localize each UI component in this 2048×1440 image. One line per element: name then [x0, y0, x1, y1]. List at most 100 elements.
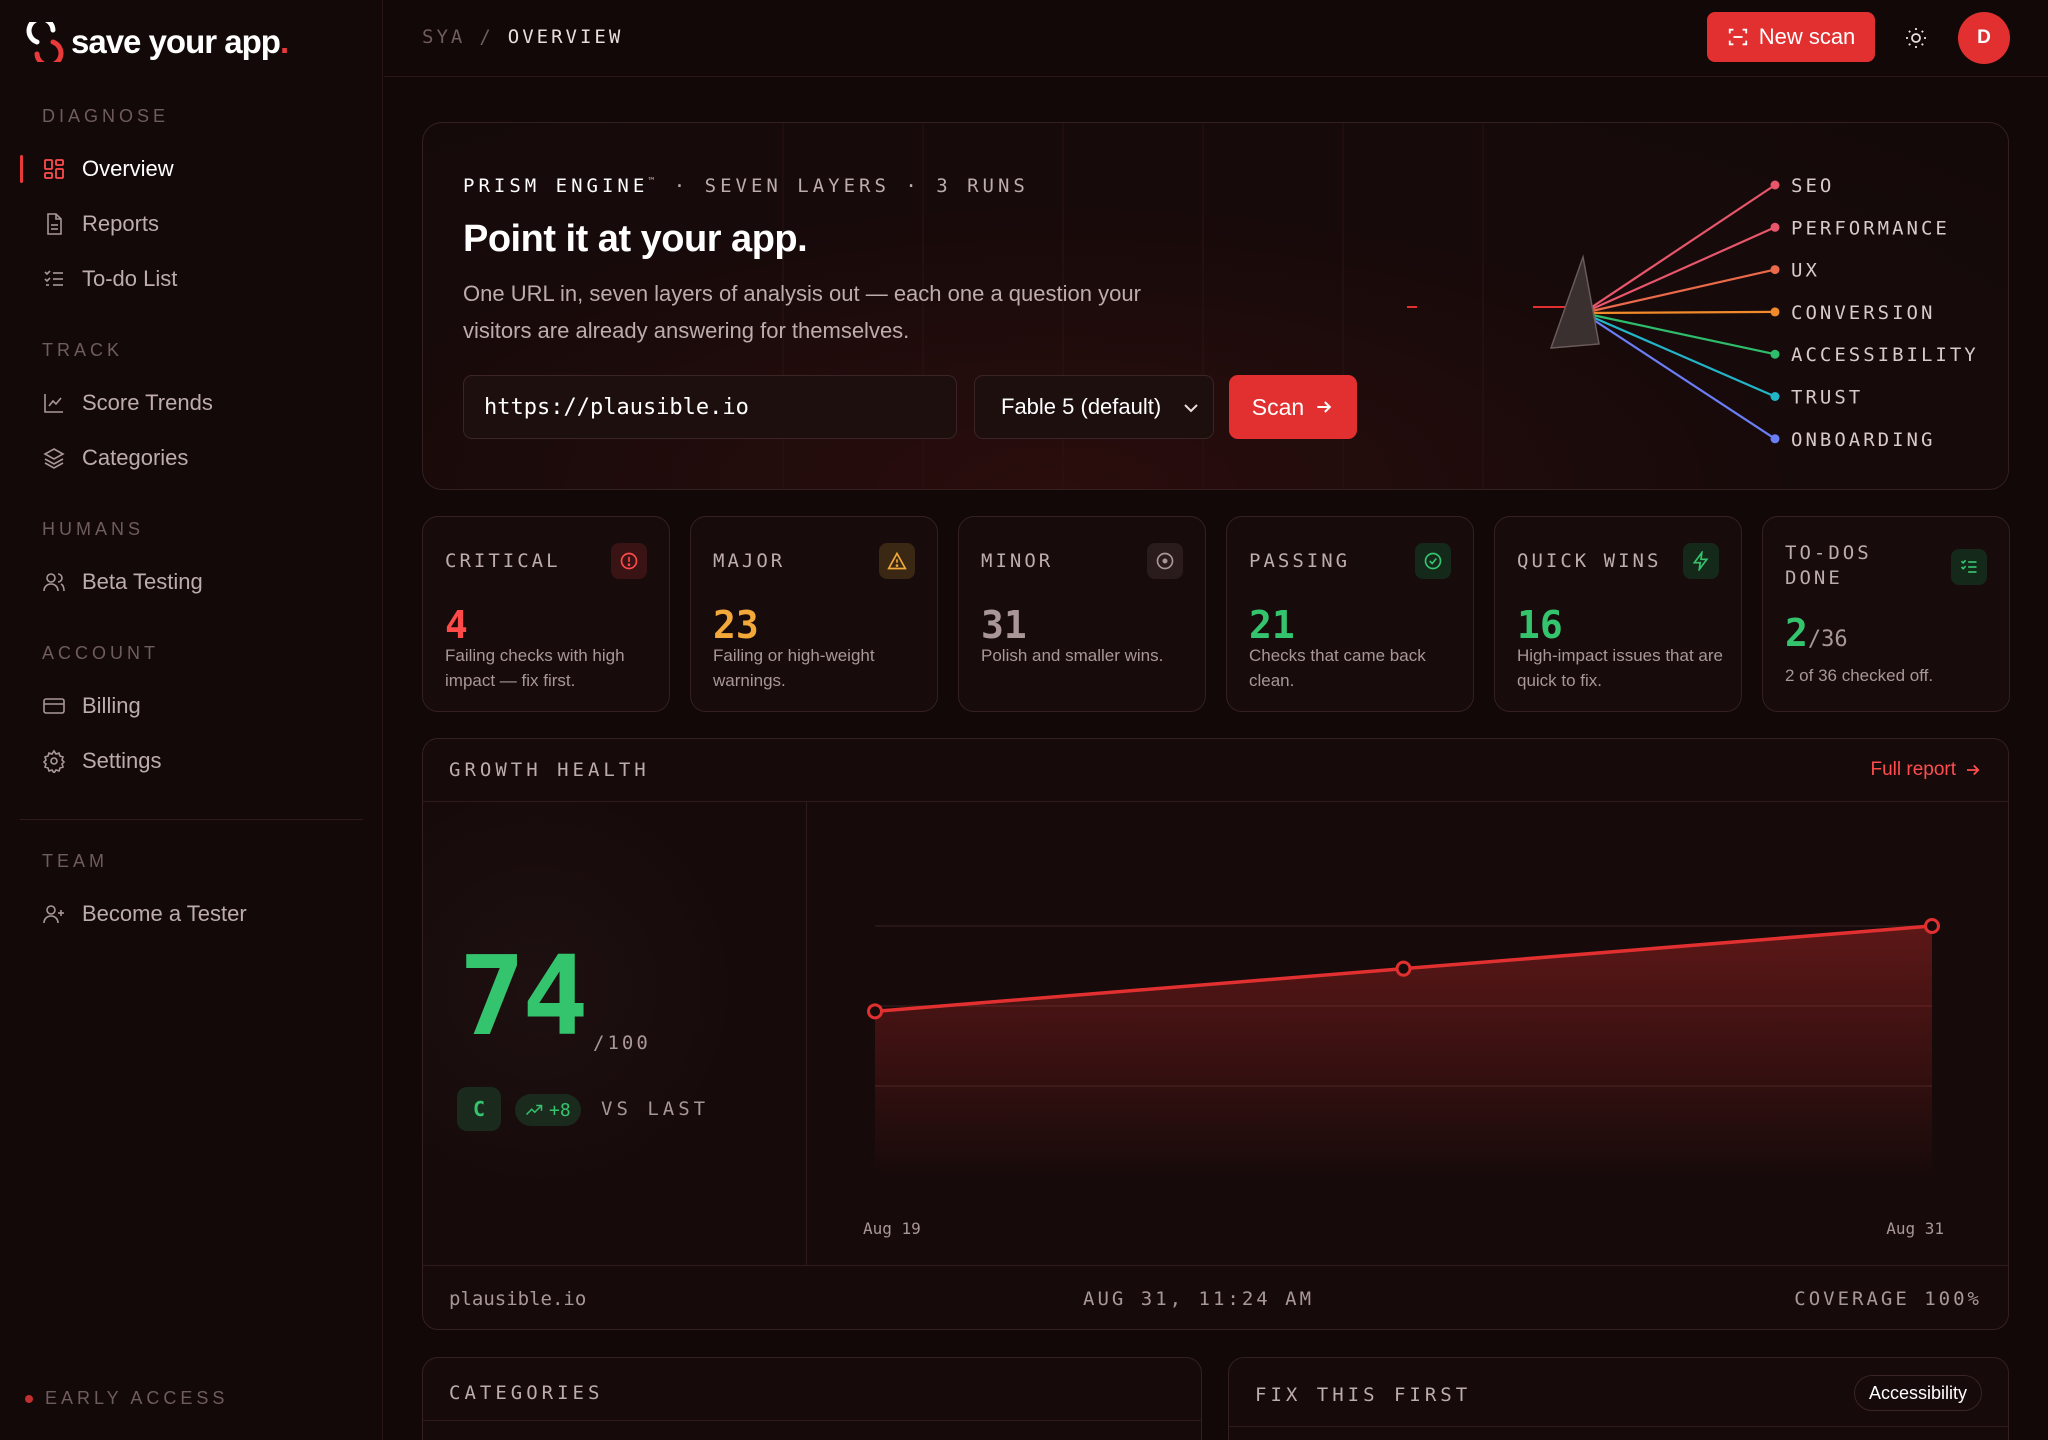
engine-name: PRISM ENGINE — [463, 175, 649, 197]
early-access-label: EARLY ACCESS — [45, 1388, 229, 1408]
early-access-badge: EARLY ACCESS — [25, 1388, 228, 1409]
score-delta-value: +8 — [549, 1099, 571, 1121]
nav-section-account: ACCOUNT — [42, 643, 159, 663]
sidebar-item-billing[interactable]: Billing — [20, 683, 363, 729]
chart-line-icon — [44, 394, 63, 413]
prism-ray-dot — [1770, 180, 1780, 190]
alert-circle-icon — [611, 543, 647, 579]
arrow-right-icon — [1317, 401, 1332, 413]
prism-ray-conversion — [1582, 310, 1776, 315]
sidebar-item-categories[interactable]: Categories — [20, 435, 363, 481]
nav-section-diagnose: DIAGNOSE — [42, 106, 170, 126]
scan-label: Scan — [1251, 393, 1305, 420]
hero-eyebrow: PRISM ENGINE™ · SEVEN LAYERS · 3 RUNS — [463, 175, 1029, 197]
metric-description: High-impact issues that are quick to fix… — [1517, 646, 1723, 690]
prism-ray-trust — [1582, 311, 1776, 398]
new-scan-button[interactable]: New scan — [1707, 12, 1875, 62]
sidebar-item-settings[interactable]: Settings — [20, 738, 363, 784]
list-check-icon — [1951, 549, 1987, 585]
health-score-max: /100 — [593, 1032, 651, 1054]
hero-subtitle: One URL in, seven layers of analysis out… — [463, 281, 1141, 343]
full-report-link[interactable]: Full report — [1870, 759, 1982, 781]
metric-value-wrap: 2/36 — [1785, 611, 1848, 655]
metric-description: Failing or high-weight warnings. — [713, 646, 875, 690]
sidebar-item-overview[interactable]: Overview — [20, 146, 363, 192]
model-select[interactable]: Fable 5 (default) — [974, 375, 1214, 439]
grid-icon — [44, 159, 64, 179]
metric-card-minor[interactable]: MINOR 31 Polish and smaller wins. — [958, 516, 1206, 712]
metric-description: 2 of 36 checked off. — [1785, 666, 1934, 685]
panel-divider — [1229, 1426, 2008, 1427]
sidebar-divider — [20, 819, 363, 820]
prism-ray-dot — [1770, 349, 1780, 359]
prism-diagram: SEO PERFORMANCE UX CONVERSION ACCESSIBILITY T… — [782, 123, 1979, 489]
footer-coverage: COVERAGE 100% — [1794, 1288, 1982, 1310]
sidebar-item-become-tester[interactable]: Become a Tester — [20, 891, 363, 937]
metric-value-max: /36 — [1807, 627, 1848, 652]
theme-toggle-button[interactable] — [1900, 22, 1932, 54]
sidebar-item-reports[interactable]: Reports — [20, 201, 363, 247]
metric-card-todos-done[interactable]: TO-DOS DONE 2/36 2 of 36 checked off. — [1762, 516, 2010, 712]
fix-this-first-title: FIX THIS FIRST — [1255, 1384, 1472, 1406]
metric-value: 31 — [981, 603, 1027, 647]
metric-card-critical[interactable]: CRITICAL 4 Failing checks with high impa… — [422, 516, 670, 712]
categories-panel: CATEGORIES — [422, 1357, 1202, 1440]
grade-badge: C — [457, 1087, 501, 1131]
avatar[interactable]: D — [1958, 12, 2010, 64]
layer-label: ACCESSIBILITY — [1791, 344, 1979, 366]
fix-this-first-panel: FIX THIS FIRST Accessibility — [1228, 1357, 2009, 1440]
layers-icon — [43, 448, 65, 469]
metric-description: Checks that came back clean. — [1249, 646, 1426, 690]
trademark-mark: ™ — [648, 176, 659, 188]
dot-circle-icon — [1147, 543, 1183, 579]
metric-card-passing[interactable]: PASSING 21 Checks that came back clean. — [1226, 516, 1474, 712]
metric-value: 21 — [1249, 603, 1295, 647]
prism-ray-accessibility — [1582, 311, 1776, 356]
sidebar-item-beta-testing[interactable]: Beta Testing — [20, 559, 363, 605]
file-icon — [47, 213, 62, 235]
sidebar-item-label: To-do List — [82, 266, 178, 291]
sidebar-item-label: Reports — [82, 211, 160, 236]
breadcrumb-separator: / — [479, 26, 494, 48]
prism-ray-ux — [1582, 268, 1776, 315]
metric-value-wrap: 4 — [445, 603, 468, 647]
chart-x-tick-label: Aug 19 — [863, 1219, 921, 1238]
prism-ray-seo — [1582, 184, 1776, 314]
nav-section-team: TEAM — [42, 851, 109, 871]
score-trend-chart: Aug 19 Aug 31 — [863, 918, 1944, 1238]
layer-label: CONVERSION — [1791, 302, 1935, 324]
prism-ray-dot — [1770, 265, 1780, 275]
top-bar: SYA / OVERVIEW New scan D — [384, 0, 2048, 77]
footer-timestamp: AUG 31, 11:24 AM — [1083, 1288, 1315, 1310]
growth-health-card: GROWTH HEALTH Full report 74 /100 C +8 V… — [422, 738, 2009, 1330]
chevron-down-icon — [1184, 404, 1198, 413]
chart-point[interactable] — [867, 1003, 883, 1020]
check-circle-icon — [1415, 543, 1451, 579]
health-score: 74 — [459, 932, 588, 1060]
url-input[interactable] — [463, 375, 957, 439]
metric-label: MINOR — [981, 550, 1054, 572]
sidebar-item-todo[interactable]: To-do List — [20, 256, 363, 302]
metric-card-major[interactable]: MAJOR 23 Failing or high-weight warnings… — [690, 516, 938, 712]
sidebar-item-score-trends[interactable]: Score Trends — [20, 380, 363, 426]
growth-title: GROWTH HEALTH — [449, 759, 650, 781]
sidebar-item-label: Overview — [82, 156, 174, 181]
layer-label: ONBOARDING — [1791, 429, 1935, 451]
category-filter-pill[interactable]: Accessibility — [1853, 1375, 1982, 1411]
chart-point[interactable] — [1924, 918, 1940, 934]
layer-label: SEO — [1791, 175, 1834, 197]
new-scan-label: New scan — [1758, 24, 1856, 49]
metric-label: CRITICAL — [445, 550, 561, 572]
breadcrumb-root[interactable]: SYA — [422, 26, 466, 48]
engine-meta: · SEVEN LAYERS · 3 RUNS — [673, 175, 1029, 197]
footer-domain: plausible.io — [449, 1288, 587, 1310]
growth-header: GROWTH HEALTH Full report — [423, 739, 2008, 802]
chart-point[interactable] — [1395, 960, 1412, 977]
metric-value-wrap: 23 — [713, 603, 759, 647]
brand-logo[interactable]: save your app. — [25, 22, 289, 62]
layer-label: UX — [1791, 260, 1820, 282]
growth-footer: plausible.io AUG 31, 11:24 AM COVERAGE 1… — [423, 1265, 2008, 1329]
prism-ray-dot — [1770, 222, 1780, 232]
scan-button[interactable]: Scan — [1229, 375, 1357, 439]
metric-card-quick-wins[interactable]: QUICK WINS 16 High-impact issues that ar… — [1494, 516, 1742, 712]
